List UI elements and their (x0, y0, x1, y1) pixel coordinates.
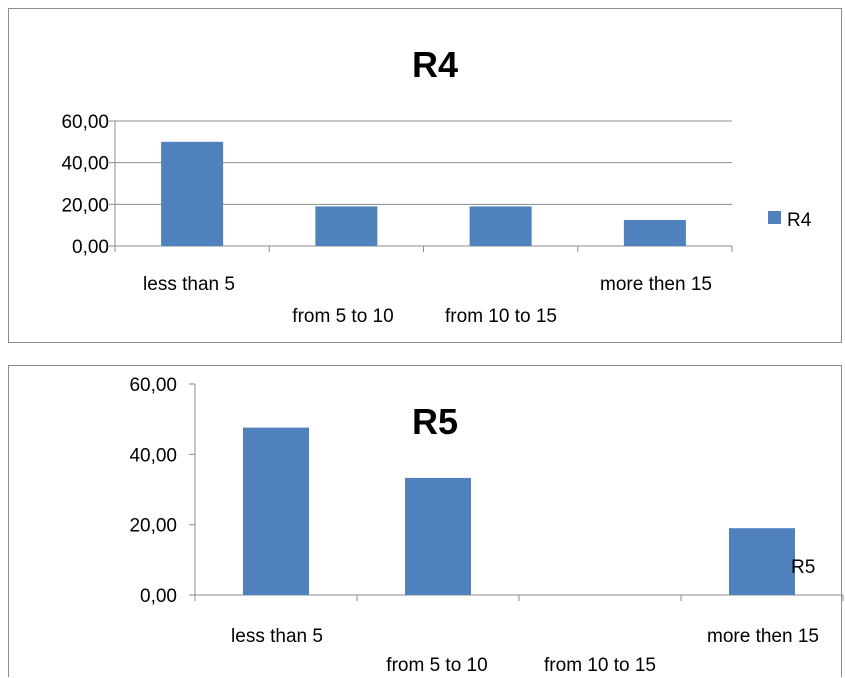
bar-less-than-5 (243, 427, 309, 595)
bar-from-10-to-15 (469, 206, 532, 246)
chart-r4-svg: R4 0,00 20,00 40,00 60,00 less than 5 from 5 … (61, 44, 812, 327)
x-category-label: less than 5 (143, 274, 235, 295)
y-tick-label: 20,00 (61, 195, 109, 216)
x-category-label: from 5 to 10 (292, 306, 393, 327)
y-tick-label: 0,00 (140, 586, 177, 607)
chart-r5-svg: R5 0,00 20,00 40,00 60,00 less than 5 from 5 … (129, 375, 844, 676)
y-tick-label: 40,00 (129, 445, 177, 466)
chart-title: R5 (412, 401, 458, 442)
bar-from-5-to-10 (405, 477, 471, 595)
chart-r5: R5 0,00 20,00 40,00 60,00 less than 5 from 5 … (8, 365, 844, 677)
x-category-label: more then 15 (600, 274, 712, 295)
y-tick-label: 60,00 (61, 112, 109, 133)
bar-less-than-5 (161, 141, 224, 246)
x-category-label: from 5 to 10 (386, 655, 487, 676)
chart-r4: R4 0,00 20,00 40,00 60,00 less than 5 from 5 … (8, 8, 842, 343)
legend-label: R4 (787, 210, 812, 231)
legend-swatch (768, 211, 781, 224)
legend-label: R5 (791, 557, 815, 578)
x-category-label: less than 5 (231, 626, 323, 647)
y-tick-label: 40,00 (61, 154, 109, 175)
x-category-label: more then 15 (707, 626, 819, 647)
chart-title: R4 (412, 44, 458, 85)
y-tick-label: 60,00 (129, 375, 177, 396)
y-tick-label: 20,00 (129, 516, 177, 537)
y-tick-label: 0,00 (72, 237, 109, 258)
x-category-label: from 10 to 15 (445, 306, 557, 327)
bar-more-then-15 (623, 219, 686, 246)
bar-more-then-15 (729, 528, 795, 595)
bar-from-5-to-10 (315, 206, 378, 246)
x-category-label: from 10 to 15 (544, 655, 656, 676)
